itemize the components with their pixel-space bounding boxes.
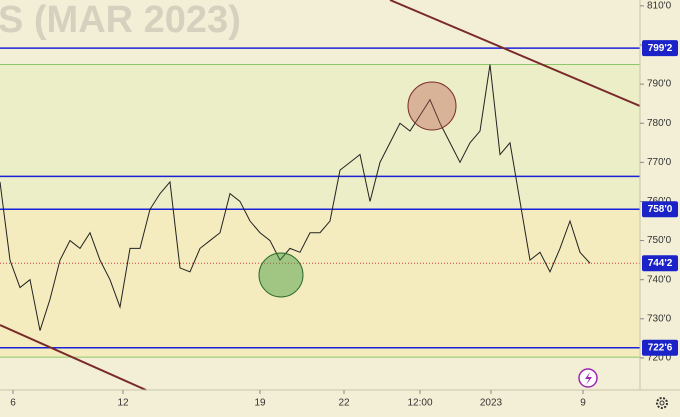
alert-icon-bolt — [585, 372, 592, 385]
zone-green — [0, 65, 640, 210]
price-label: 758'0 — [648, 204, 673, 215]
price-label-box — [642, 201, 678, 218]
x-tick-label: 19 — [254, 398, 266, 409]
settings-icon[interactable] — [656, 397, 668, 409]
y-tick-label: 780'0 — [647, 118, 672, 129]
price-label-box — [642, 339, 678, 356]
trend-line — [0, 324, 147, 391]
x-tick-label: 6 — [10, 398, 16, 409]
y-tick-label: 790'0 — [647, 79, 672, 90]
y-tick-label: 720'0 — [647, 353, 672, 364]
y-tick-label: 730'0 — [647, 313, 672, 324]
x-tick-label: 9 — [580, 398, 586, 409]
y-tick-label: 810'0 — [647, 1, 672, 12]
price-label: 722'6 — [648, 342, 673, 353]
marker-circle — [258, 252, 304, 298]
price-label-box — [642, 255, 678, 272]
x-tick-label: 12 — [117, 398, 129, 409]
y-tick-label: 740'0 — [647, 274, 672, 285]
price-label-box — [642, 40, 678, 57]
x-tick-label: 22 — [338, 398, 350, 409]
y-tick-label: 750'0 — [647, 235, 672, 246]
watermark: S (MAR 2023) — [0, 0, 241, 41]
price-label: 744'2 — [648, 258, 673, 269]
trend-line — [389, 0, 641, 107]
x-tick-label: 2023 — [480, 398, 503, 409]
x-tick-label: 12:00 — [407, 398, 432, 409]
zone-yellow — [0, 210, 640, 357]
y-tick-label: 770'0 — [647, 157, 672, 168]
price-line-series — [0, 64, 591, 331]
marker-circle — [407, 81, 457, 131]
price-label: 799'2 — [648, 43, 673, 54]
